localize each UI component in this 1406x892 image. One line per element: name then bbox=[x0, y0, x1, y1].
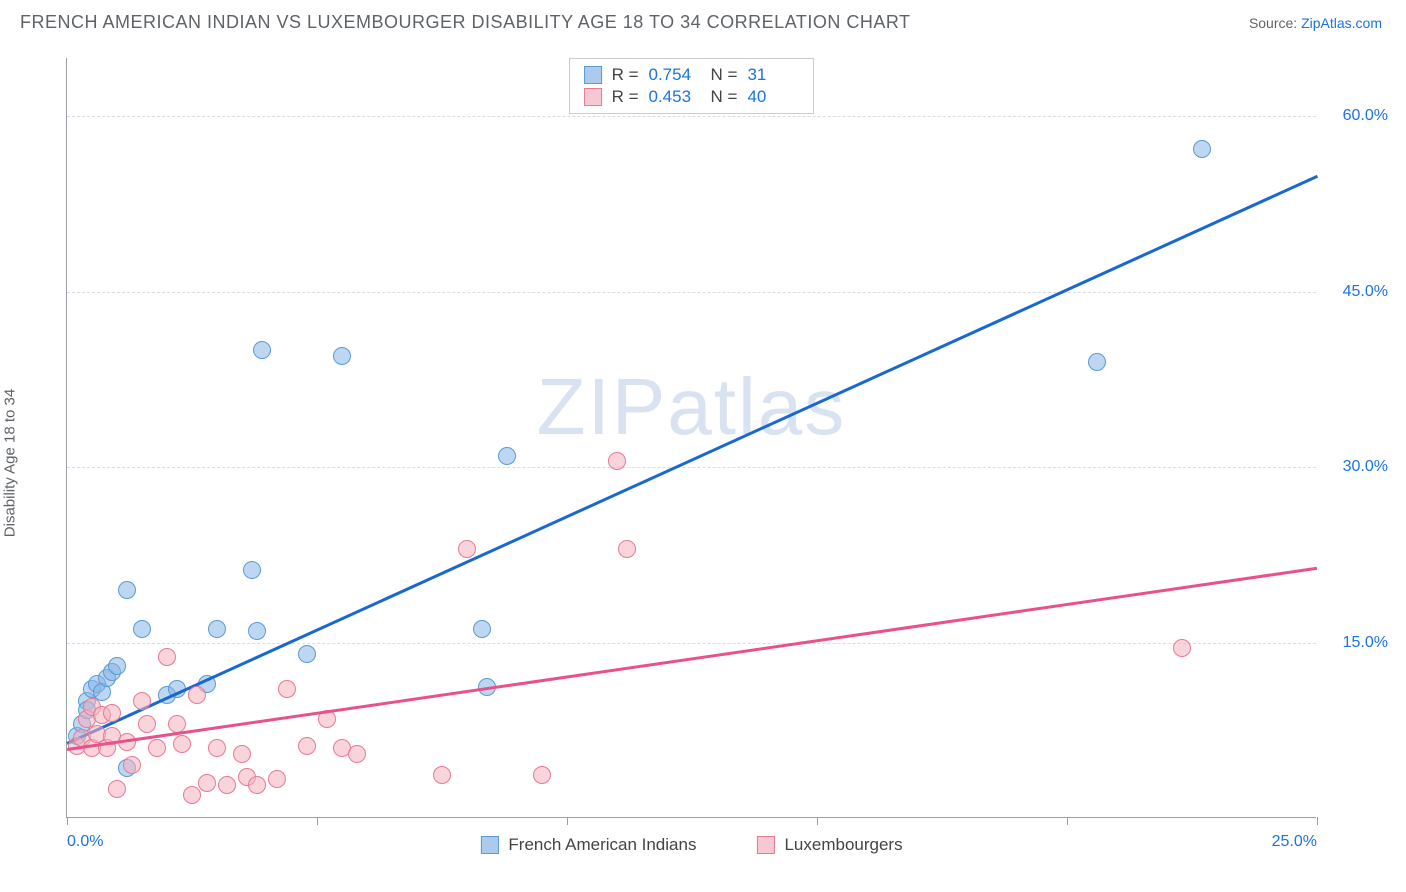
y-tick-label: 15.0% bbox=[1328, 634, 1388, 652]
data-point bbox=[173, 735, 191, 753]
x-tick bbox=[67, 817, 68, 825]
y-tick-label: 60.0% bbox=[1328, 107, 1388, 125]
x-tick bbox=[1067, 817, 1068, 825]
data-point bbox=[433, 766, 451, 784]
data-point bbox=[1193, 140, 1211, 158]
legend-series: French American Indians Luxembourgers bbox=[480, 835, 902, 855]
legend-swatch bbox=[480, 836, 498, 854]
gridline bbox=[67, 467, 1316, 468]
legend-swatch bbox=[584, 88, 602, 106]
data-point bbox=[108, 780, 126, 798]
data-point bbox=[108, 657, 126, 675]
data-point bbox=[188, 686, 206, 704]
data-point bbox=[1173, 639, 1191, 657]
data-point bbox=[218, 776, 236, 794]
data-point bbox=[138, 715, 156, 733]
data-point bbox=[608, 452, 626, 470]
y-axis-label: Disability Age 18 to 34 bbox=[2, 389, 19, 537]
data-point bbox=[248, 622, 266, 640]
plot-area: ZIPatlas R =0.754N = 31R =0.453N = 40 Fr… bbox=[66, 58, 1316, 818]
x-tick bbox=[317, 817, 318, 825]
source-link[interactable]: ZipAtlas.com bbox=[1301, 15, 1382, 31]
y-tick-label: 45.0% bbox=[1328, 283, 1388, 301]
data-point bbox=[158, 648, 176, 666]
data-point bbox=[298, 737, 316, 755]
y-tick-label: 30.0% bbox=[1328, 458, 1388, 476]
data-point bbox=[498, 447, 516, 465]
x-tick bbox=[1317, 817, 1318, 825]
data-point bbox=[458, 540, 476, 558]
watermark: ZIPatlas bbox=[537, 361, 846, 453]
data-point bbox=[133, 620, 151, 638]
chart-title: FRENCH AMERICAN INDIAN VS LUXEMBOURGER D… bbox=[20, 12, 911, 33]
data-point bbox=[268, 770, 286, 788]
legend-series-item: Luxembourgers bbox=[756, 835, 902, 855]
legend-series-label: French American Indians bbox=[508, 835, 696, 855]
legend-series-item: French American Indians bbox=[480, 835, 696, 855]
data-point bbox=[473, 620, 491, 638]
legend-swatch bbox=[756, 836, 774, 854]
legend-correlation-row: R =0.453N = 40 bbox=[584, 87, 800, 107]
data-point bbox=[333, 347, 351, 365]
data-point bbox=[133, 692, 151, 710]
data-point bbox=[103, 704, 121, 722]
data-point bbox=[348, 745, 366, 763]
data-point bbox=[148, 739, 166, 757]
gridline bbox=[67, 643, 1316, 644]
data-point bbox=[298, 645, 316, 663]
legend-series-label: Luxembourgers bbox=[784, 835, 902, 855]
data-point bbox=[208, 739, 226, 757]
x-tick-label: 0.0% bbox=[67, 833, 103, 851]
data-point bbox=[243, 561, 261, 579]
data-point bbox=[253, 341, 271, 359]
gridline bbox=[67, 116, 1316, 117]
data-point bbox=[248, 776, 266, 794]
legend-swatch bbox=[584, 66, 602, 84]
chart-container: Disability Age 18 to 34 ZIPatlas R =0.75… bbox=[20, 48, 1386, 878]
data-point bbox=[198, 774, 216, 792]
legend-correlation: R =0.754N = 31R =0.453N = 40 bbox=[569, 58, 815, 114]
data-point bbox=[1088, 353, 1106, 371]
gridline bbox=[67, 292, 1316, 293]
data-point bbox=[123, 756, 141, 774]
legend-correlation-row: R =0.754N = 31 bbox=[584, 65, 800, 85]
data-point bbox=[278, 680, 296, 698]
data-point bbox=[183, 786, 201, 804]
source-attribution: Source: ZipAtlas.com bbox=[1249, 15, 1382, 31]
x-tick bbox=[567, 817, 568, 825]
x-tick bbox=[817, 817, 818, 825]
data-point bbox=[233, 745, 251, 763]
x-tick-label: 25.0% bbox=[1272, 833, 1317, 851]
data-point bbox=[618, 540, 636, 558]
data-point bbox=[208, 620, 226, 638]
data-point bbox=[118, 581, 136, 599]
data-point bbox=[533, 766, 551, 784]
